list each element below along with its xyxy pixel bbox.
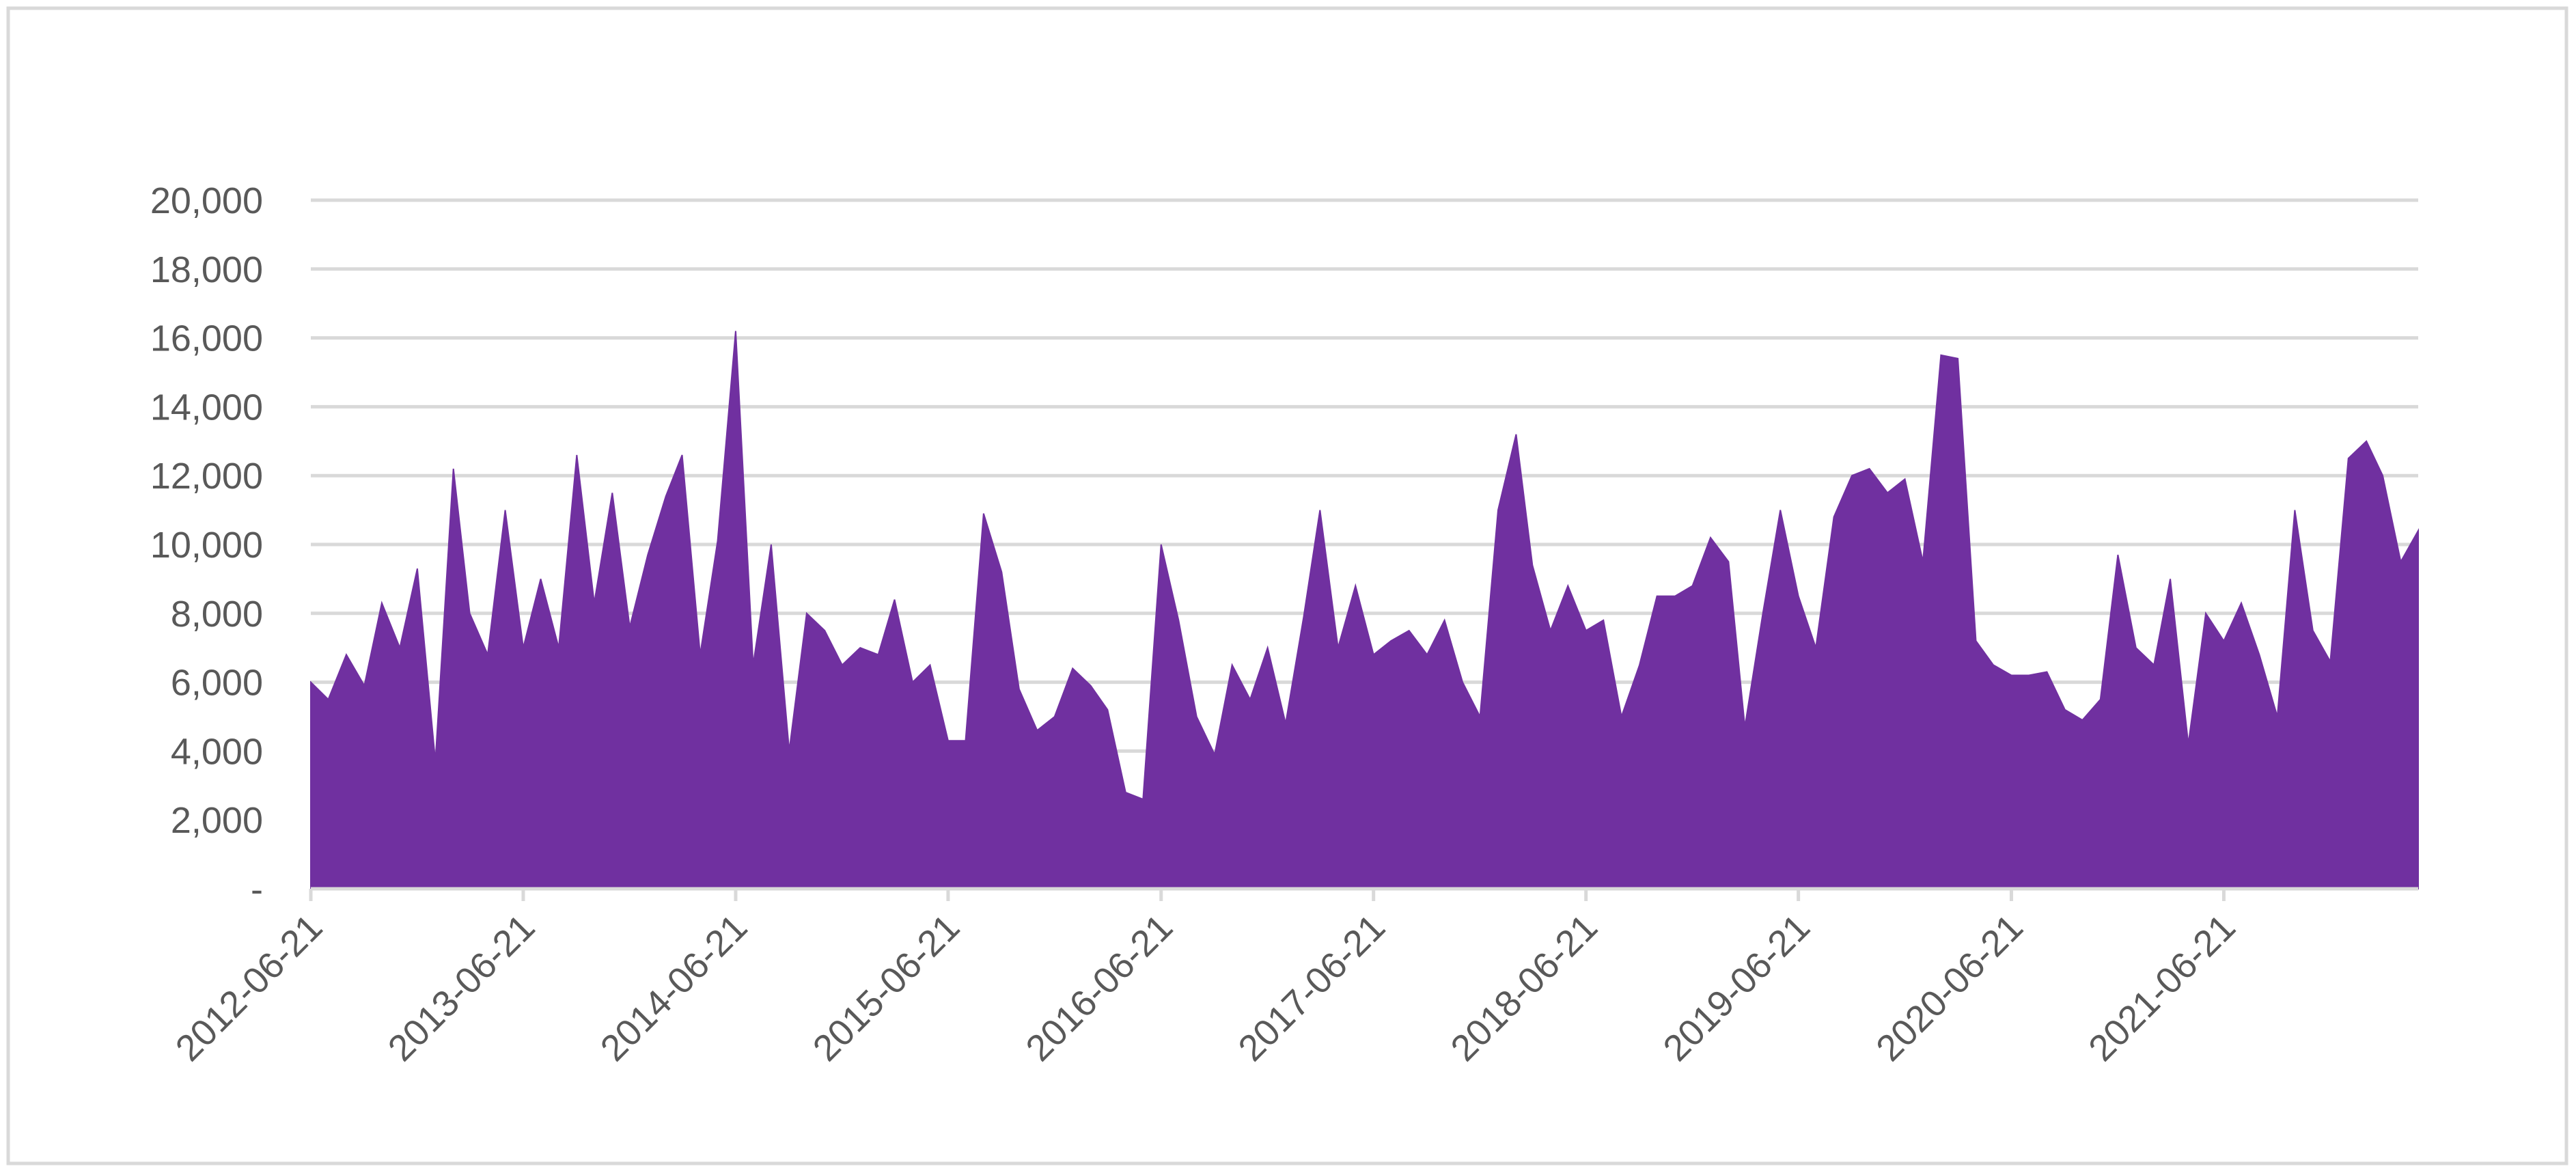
- y-tick-label: 16,000: [150, 318, 263, 359]
- y-tick-label: 6,000: [171, 663, 263, 704]
- y-tick-label: 10,000: [150, 525, 263, 566]
- y-tick-label: 8,000: [171, 594, 263, 635]
- y-tick-label: 4,000: [171, 731, 263, 772]
- y-tick-label: 14,000: [150, 387, 263, 428]
- area: [310, 331, 2419, 889]
- y-tick-label: 18,000: [150, 249, 263, 290]
- y-tick-label: -: [251, 869, 263, 910]
- y-tick-label: 20,000: [150, 180, 263, 221]
- y-tick-label: 12,000: [150, 456, 263, 497]
- y-tick-label: 2,000: [171, 800, 263, 841]
